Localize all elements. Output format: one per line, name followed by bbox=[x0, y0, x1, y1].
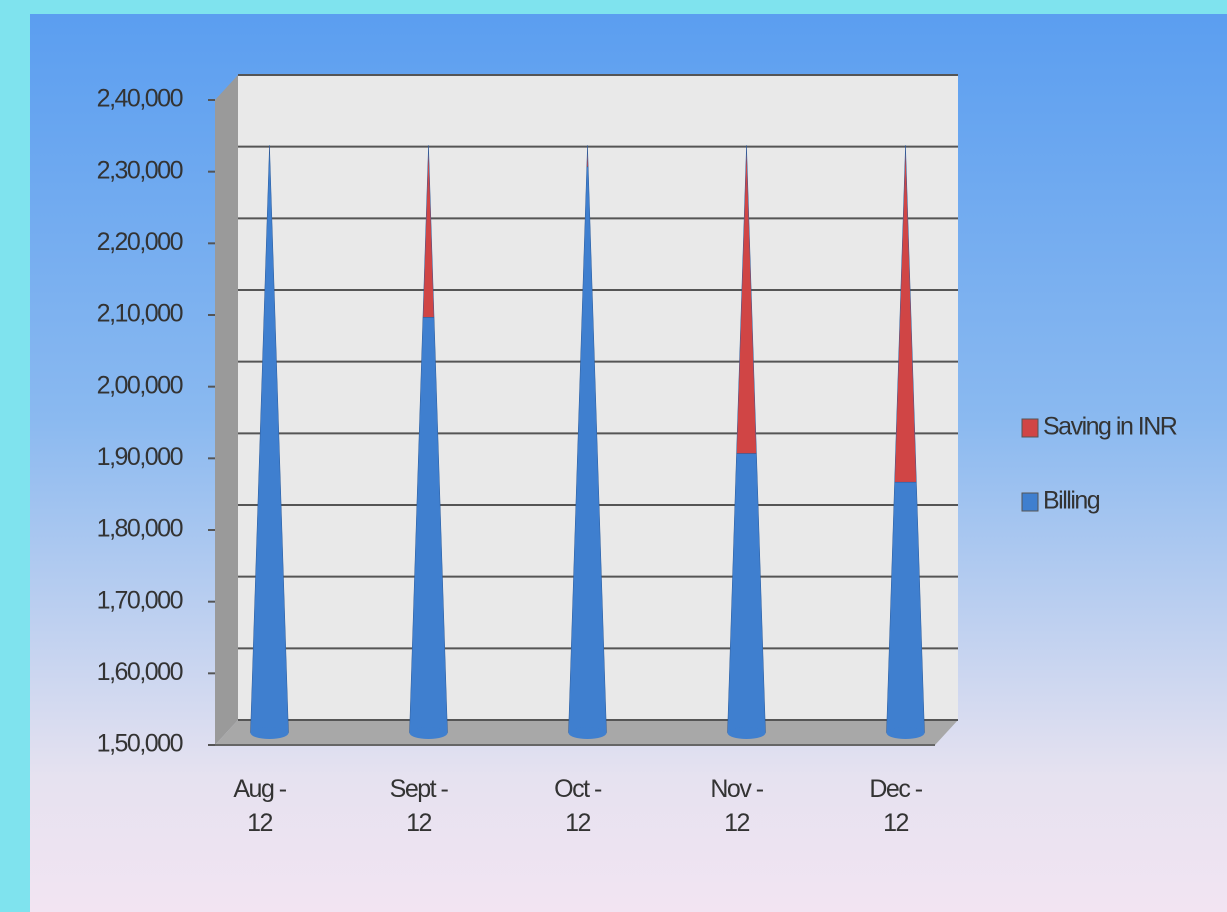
legend-swatch bbox=[1021, 492, 1039, 512]
y-tick-label: 2,30,000 bbox=[97, 156, 183, 184]
x-tick-label: Sept - 12 bbox=[389, 775, 449, 837]
y-tick-label: 1,90,000 bbox=[97, 443, 183, 471]
side-wall bbox=[215, 75, 238, 745]
y-tick-label: 1,70,000 bbox=[97, 586, 183, 614]
cone-segment bbox=[586, 145, 589, 168]
x-tick-label: Aug - 12 bbox=[233, 775, 287, 837]
x-tick-label: Dec - 12 bbox=[869, 775, 923, 837]
cone-segment bbox=[422, 145, 435, 318]
cone-base bbox=[886, 727, 925, 739]
cone-base bbox=[409, 727, 448, 739]
cone-base bbox=[568, 727, 607, 739]
cone-base bbox=[727, 727, 766, 739]
legend-swatch bbox=[1021, 418, 1039, 438]
cone-segment bbox=[736, 145, 757, 454]
y-tick-label: 1,80,000 bbox=[97, 515, 183, 543]
cone-segment bbox=[894, 145, 917, 483]
legend-label: Billing bbox=[1043, 487, 1100, 515]
y-tick-label: 2,00,000 bbox=[97, 371, 183, 399]
y-tick-label: 2,20,000 bbox=[97, 228, 183, 256]
legend-label: Saving in INR bbox=[1043, 413, 1177, 441]
x-tick-label: Nov - 12 bbox=[710, 775, 764, 837]
y-tick-label: 2,40,000 bbox=[97, 85, 183, 113]
cone-base bbox=[250, 727, 289, 739]
y-tick-label: 1,50,000 bbox=[97, 730, 183, 758]
y-tick-label: 1,60,000 bbox=[97, 658, 183, 686]
x-tick-label: Oct - 12 bbox=[554, 775, 602, 837]
y-tick-label: 2,10,000 bbox=[97, 300, 183, 328]
